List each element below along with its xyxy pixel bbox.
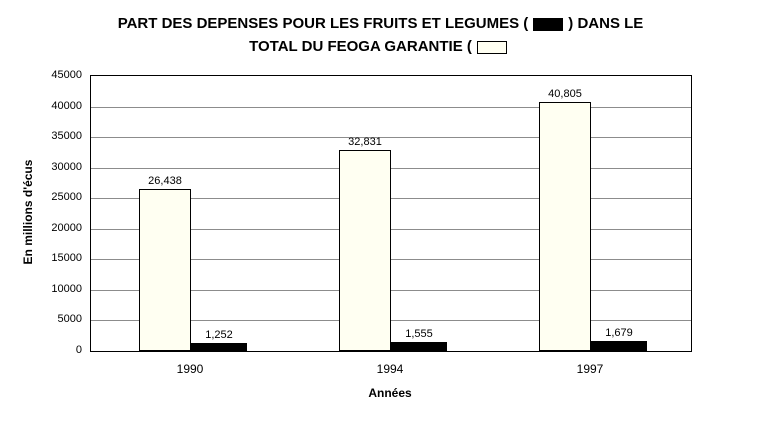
gridline [91, 289, 691, 291]
bar-feoga-total [139, 189, 191, 351]
y-tick-label: 45000 [51, 69, 82, 81]
y-tick-label: 35000 [51, 130, 82, 143]
y-tick-label: 10000 [51, 282, 82, 295]
gridline [91, 137, 691, 139]
y-tick-label: 15000 [51, 252, 82, 265]
value-label-feoga: 26,438 [148, 175, 182, 188]
bar-fruits-legumes [591, 340, 647, 351]
title-text-2: ) DANS LE [568, 15, 644, 32]
gridline [91, 106, 691, 108]
x-axis-title: Années [368, 386, 412, 400]
x-tick-label: 1997 [576, 362, 604, 376]
y-tick-label: 40000 [51, 99, 82, 112]
gridline [91, 228, 691, 230]
gridline [91, 167, 691, 169]
y-tick-label: 0 [75, 344, 82, 356]
bar-feoga-total [339, 150, 391, 351]
value-label-feoga: 40,805 [548, 87, 582, 100]
value-label-fruits: 1,679 [605, 326, 633, 339]
title-text-1: PART DES DEPENSES POUR LES FRUITS ET LEG… [117, 15, 529, 32]
bar-fruits-legumes [391, 341, 447, 351]
bar-feoga-total [539, 101, 591, 351]
value-label-fruits: 1,252 [205, 329, 233, 342]
legend-swatch-feoga-icon [476, 40, 507, 54]
y-tick-label: 30000 [51, 160, 82, 173]
value-label-fruits: 1,555 [405, 327, 433, 340]
value-label-feoga: 32,831 [348, 136, 382, 149]
title-line-2: TOTAL DU FEOGA GARANTIE ( [0, 35, 761, 58]
y-tick-label: 25000 [51, 191, 82, 204]
gridline [91, 259, 691, 261]
gridline [91, 198, 691, 200]
chart-title: PART DES DEPENSES POUR LES FRUITS ET LEG… [0, 12, 761, 58]
legend-swatch-fruits-icon [533, 17, 564, 31]
title-text-3: TOTAL DU FEOGA GARANTIE ( [249, 38, 472, 55]
plot-area: 26,438 1,252 32,831 1,555 40,805 1,679 [90, 75, 692, 352]
x-tick-label: 1990 [176, 362, 204, 376]
y-tick-label: 20000 [51, 221, 82, 234]
title-line-1: PART DES DEPENSES POUR LES FRUITS ET LEG… [0, 12, 761, 35]
x-tick-label: 1994 [376, 362, 404, 376]
gridline [91, 320, 691, 322]
bar-fruits-legumes [191, 343, 247, 351]
y-tick-label: 5000 [57, 313, 82, 326]
